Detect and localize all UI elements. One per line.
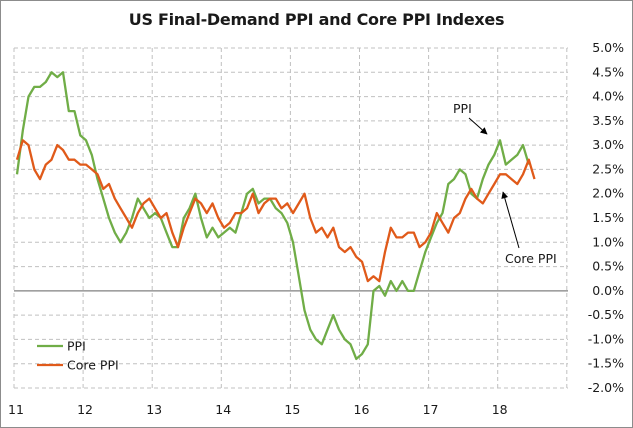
y-tick-label: -1.0% (588, 331, 624, 346)
y-tick-label: -2.0% (588, 380, 624, 395)
x-tick-label: 18 (492, 402, 508, 417)
annotation-ppi-arrow-icon (468, 117, 488, 135)
y-tick-label: 2.5% (592, 161, 624, 176)
y-tick-label: 4.0% (592, 89, 624, 104)
annotations: PPI Core PPI (453, 101, 557, 266)
y-tick-label: 3.0% (592, 137, 624, 152)
y-axis-tick-labels: 5.0% 4.5% 4.0% 3.5% 3.0% 2.5% 2.0% 1.5% 1.0% 0.5%… (588, 40, 624, 395)
x-tick-label: 14 (215, 402, 231, 417)
y-tick-label: 0.5% (592, 259, 624, 274)
y-tick-label: 1.5% (592, 210, 624, 225)
legend: PPI Core PPI (37, 339, 119, 373)
y-tick-label: 0.0% (592, 283, 624, 298)
annotation-core-ppi-label: Core PPI (505, 251, 557, 266)
legend-label: PPI (67, 339, 86, 354)
legend-label: Core PPI (67, 358, 119, 373)
chart-title: US Final-Demand PPI and Core PPI Indexes (128, 10, 505, 29)
y-tick-label: -1.5% (588, 356, 624, 371)
y-tick-label: 4.5% (592, 64, 624, 79)
x-tick-label: 11 (8, 402, 24, 417)
series-line-core-ppi (15, 139, 536, 283)
y-tick-label: 3.5% (592, 113, 624, 128)
annotation-ppi-label: PPI (453, 101, 472, 116)
x-axis-tick-labels: 11 12 13 14 15 16 17 18 (8, 402, 508, 417)
y-tick-label: 5.0% (592, 40, 624, 55)
gridlines (13, 47, 568, 389)
y-tick-label: 1.0% (592, 234, 624, 249)
series-lines (15, 71, 536, 361)
x-tick-label: 16 (354, 402, 370, 417)
y-tick-label: -0.5% (588, 307, 624, 322)
annotation-core-ppi-arrow-icon (501, 191, 520, 249)
x-tick-label: 12 (77, 402, 93, 417)
x-tick-label: 17 (423, 402, 439, 417)
series-line-ppi (15, 71, 530, 361)
x-tick-label: 15 (284, 402, 300, 417)
y-tick-label: 2.0% (592, 186, 624, 201)
x-tick-label: 13 (146, 402, 162, 417)
